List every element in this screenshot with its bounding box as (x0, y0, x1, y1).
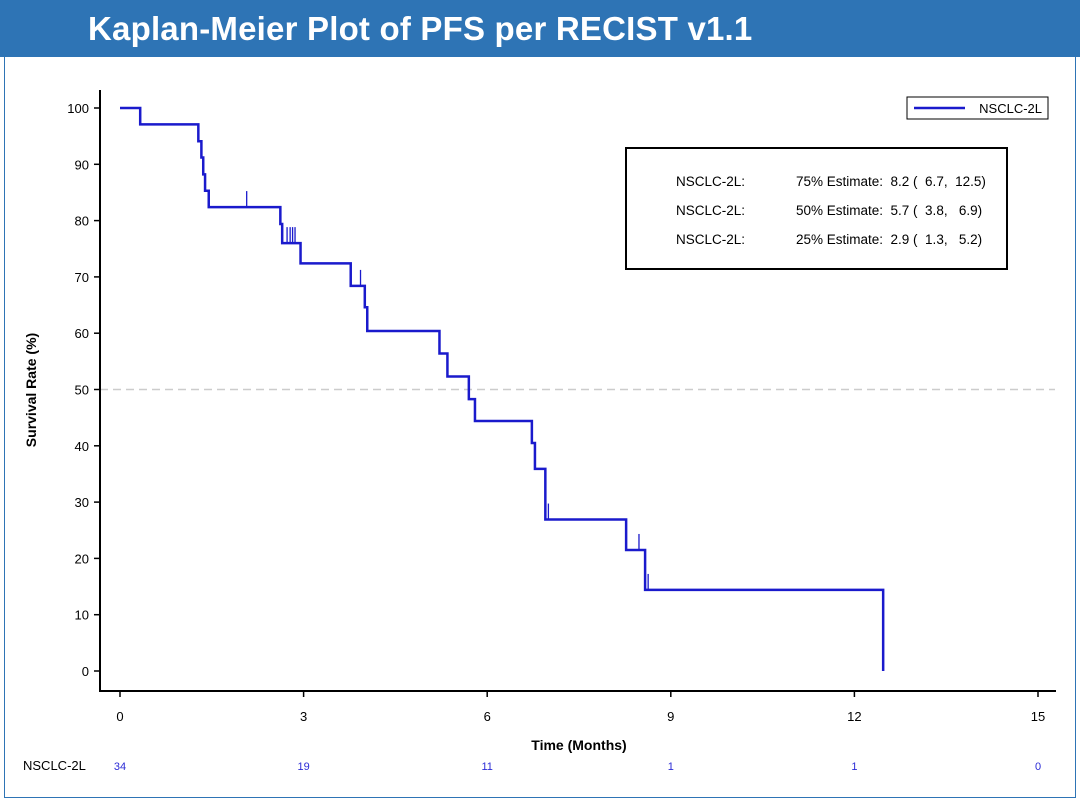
y-axis-title: Survival Rate (%) (23, 333, 39, 447)
estimate-label: NSCLC-2L: (676, 232, 745, 247)
estimate-value: 25% Estimate: 2.9 ( 1.3, 5.2) (796, 232, 982, 247)
y-tick-label: 20 (75, 551, 89, 566)
x-axis-title: Time (Months) (531, 737, 626, 753)
estimate-value: 75% Estimate: 8.2 ( 6.7, 12.5) (796, 174, 986, 189)
y-tick-label: 100 (67, 101, 89, 116)
y-tick-label: 10 (75, 608, 89, 623)
x-tick-label: 15 (1031, 709, 1045, 724)
at-risk-label: NSCLC-2L (23, 758, 86, 773)
chart-frame (4, 57, 1076, 798)
at-risk-count: 11 (481, 761, 492, 773)
at-risk-layer: NSCLC-2L 34 19 11 1 1 0 (23, 758, 1041, 773)
x-tick-label: 0 (116, 709, 123, 724)
curve-layer (120, 106, 885, 671)
x-tick-label: 12 (847, 709, 861, 724)
title-banner: Kaplan-Meier Plot of PFS per RECIST v1.1 (0, 0, 1080, 57)
x-tick-label: 9 (667, 709, 674, 724)
y-tick-label: 70 (75, 270, 89, 285)
y-tick-label: 30 (75, 495, 89, 510)
y-tick-label: 50 (75, 383, 89, 398)
y-tick-label: 90 (75, 157, 89, 172)
page-title: Kaplan-Meier Plot of PFS per RECIST v1.1 (88, 10, 753, 47)
legend-layer: NSCLC-2L (906, 96, 1049, 120)
estimate-label: NSCLC-2L: (676, 203, 745, 218)
x-tick-label: 3 (300, 709, 307, 724)
x-tick-label: 6 (484, 709, 491, 724)
at-risk-count: 34 (114, 761, 126, 773)
legend-label: NSCLC-2L (979, 101, 1042, 116)
estimates-box-border (625, 147, 1008, 270)
y-tick-label: 40 (75, 439, 89, 454)
at-risk-count: 1 (668, 761, 674, 773)
survival-curve-nsclc-2l (120, 106, 885, 671)
estimate-value: 50% Estimate: 5.7 ( 3.8, 6.9) (796, 203, 982, 218)
axes-layer: 0 10 20 30 40 50 60 70 80 90 100 0 3 6 9 12 15 Time (Mont… (23, 90, 1056, 753)
y-tick-label: 80 (75, 214, 89, 229)
legend-box (906, 96, 1049, 120)
estimate-box: NSCLC-2L: 75% Estimate: 8.2 ( 6.7, 12.5) N… (625, 147, 1008, 270)
y-tick-label: 60 (75, 326, 89, 341)
at-risk-count: 19 (297, 761, 309, 773)
estimate-label: NSCLC-2L: (676, 174, 745, 189)
at-risk-count: 1 (851, 761, 857, 773)
y-tick-label: 0 (82, 664, 89, 679)
at-risk-count: 0 (1035, 761, 1041, 773)
